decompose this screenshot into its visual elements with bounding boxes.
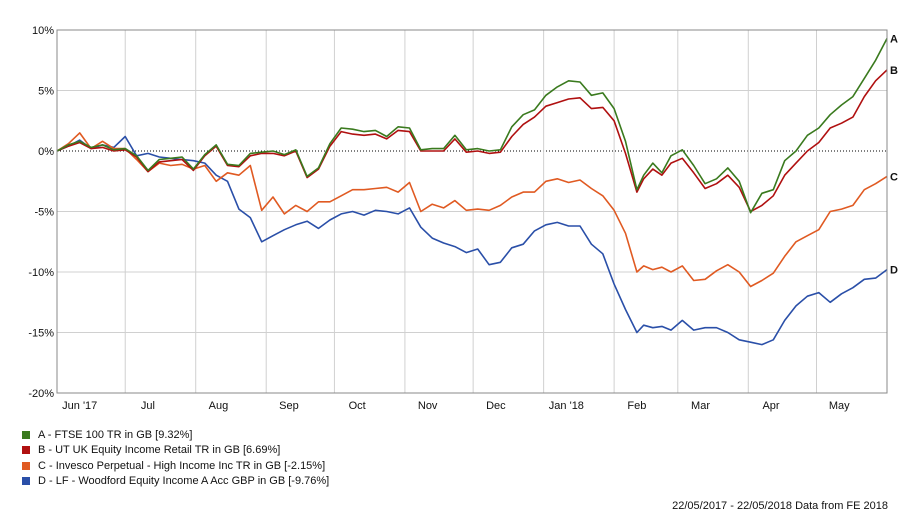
x-tick-label: Mar [691, 400, 710, 412]
legend-label-c: C - Invesco Perpetual - High Income Inc … [38, 459, 326, 472]
legend-swatch-c [22, 461, 30, 470]
x-tick-label: Apr [762, 400, 779, 412]
x-axis-ticks: Jun '17 Jul Aug Sep Oct Nov Dec Jan '18 Feb Mar Ap… [62, 400, 850, 412]
legend-item-c: C - Invesco Perpetual - High Income Inc … [22, 458, 329, 474]
x-tick-label: Jun '17 [62, 400, 97, 412]
series-line-d [56, 135, 888, 346]
series-lines [56, 38, 888, 346]
plot-frame [56, 29, 888, 394]
legend-swatch-a [22, 430, 30, 439]
y-tick-label: 0% [38, 146, 54, 158]
x-tick-label: Sep [279, 400, 299, 412]
series-end-labels: D C B A [890, 33, 898, 276]
series-end-label-d: D [890, 265, 898, 277]
legend-item-b: B - UT UK Equity Income Retail TR in GB … [22, 443, 329, 459]
series-line-c [56, 132, 888, 288]
legend-label-d: D - LF - Woodford Equity Income A Acc GB… [38, 475, 330, 488]
x-tick-label: Aug [209, 400, 229, 412]
x-tick-label: Oct [349, 400, 366, 412]
grid [57, 29, 887, 394]
legend-item-d: D - LF - Woodford Equity Income A Acc GB… [22, 474, 329, 490]
y-tick-label: -20% [28, 388, 54, 400]
y-tick-label: -15% [28, 328, 54, 340]
x-tick-label: May [829, 400, 850, 412]
series-end-label-c: C [890, 171, 898, 183]
x-tick-label: Nov [418, 400, 438, 412]
series-end-label-a: A [890, 33, 898, 45]
y-tick-label: 5% [38, 86, 54, 98]
legend-swatch-d [22, 477, 30, 486]
series-line-a [56, 38, 888, 214]
series-end-label-b: B [890, 65, 898, 77]
legend-label-b: B - UT UK Equity Income Retail TR in GB … [38, 444, 281, 457]
legend-label-a: A - FTSE 100 TR in GB [9.32%] [38, 428, 193, 441]
legend: A - FTSE 100 TR in GB [9.32%] B - UT UK … [22, 427, 329, 489]
line-chart: 10% 5% 0% -5% -10% -15% -20% Jun '17 Jul Aug Sep O… [28, 25, 898, 412]
x-tick-label: Dec [486, 400, 506, 412]
y-tick-label: -5% [34, 207, 54, 219]
x-tick-label: Jul [141, 400, 155, 412]
x-tick-label: Feb [627, 400, 646, 412]
y-tick-label: 10% [32, 25, 54, 37]
y-tick-label: -10% [28, 267, 54, 279]
y-axis-ticks: 10% 5% 0% -5% -10% -15% -20% [28, 25, 54, 400]
legend-item-a: A - FTSE 100 TR in GB [9.32%] [22, 427, 329, 443]
series-line-b [56, 69, 888, 213]
legend-swatch-b [22, 446, 30, 455]
footer-source: 22/05/2017 - 22/05/2018 Data from FE 201… [672, 500, 888, 512]
x-tick-label: Jan '18 [549, 400, 584, 412]
